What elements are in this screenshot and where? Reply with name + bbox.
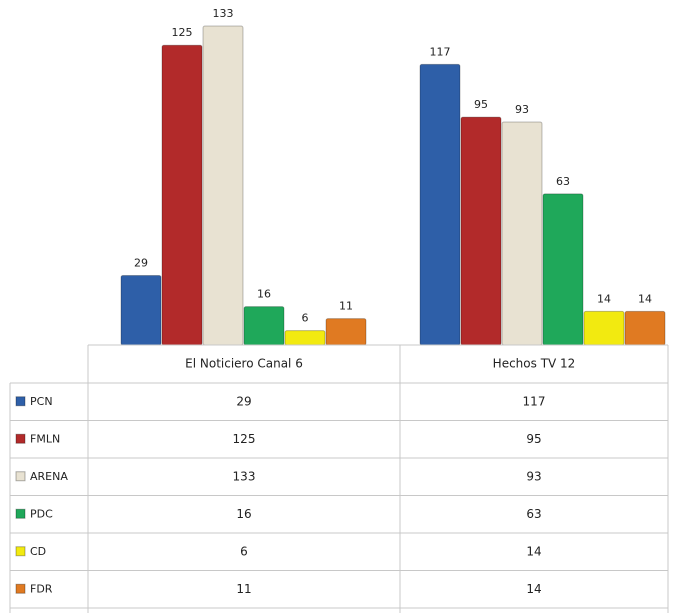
data-label: 16 [257,288,271,301]
legend-swatch [15,396,26,407]
bar [460,116,502,346]
table-value: 14 [526,582,541,596]
bar [624,310,666,346]
data-label: 63 [556,175,570,188]
bar [325,318,367,346]
table-value: 133 [233,469,256,483]
table-value: 63 [526,507,541,521]
legend-swatch [15,508,26,519]
data-label: 11 [339,300,353,313]
legend-swatch [15,433,26,444]
bar [501,121,543,346]
data-label: 93 [515,103,529,116]
table-value: 29 [236,394,251,408]
legend-label: FDR [30,582,53,595]
bar [243,306,285,346]
bar [583,310,625,346]
data-label: 117 [430,45,451,58]
table-value: 14 [526,544,541,558]
table-value: 11 [236,582,251,596]
legend-swatch [15,471,26,482]
data-label: 29 [134,256,148,269]
data-label: 14 [638,292,652,305]
data-label: 95 [474,98,488,111]
data-label: 133 [213,7,234,20]
column-header: El Noticiero Canal 6 [185,357,303,371]
legend-label: ARENA [30,470,68,483]
data-label: 125 [172,26,193,39]
table-value: 6 [240,544,248,558]
legend-swatch [15,583,26,594]
data-label: 14 [597,292,611,305]
bar [284,330,326,346]
legend-swatch [15,546,26,557]
table-value: 117 [523,394,546,408]
column-header: Hechos TV 12 [493,357,576,371]
bar [542,193,584,346]
bar [161,44,203,346]
table-value: 93 [526,469,541,483]
legend-label: PDC [30,507,53,520]
legend-label: CD [30,545,46,558]
bar [120,274,162,346]
table-value: 125 [233,432,256,446]
table-value: 95 [526,432,541,446]
legend-label: FMLN [30,432,60,445]
data-label: 6 [302,312,309,325]
bar [202,25,244,346]
legend-label: PCN [30,395,53,408]
bar [419,63,461,346]
table-value: 16 [236,507,251,521]
